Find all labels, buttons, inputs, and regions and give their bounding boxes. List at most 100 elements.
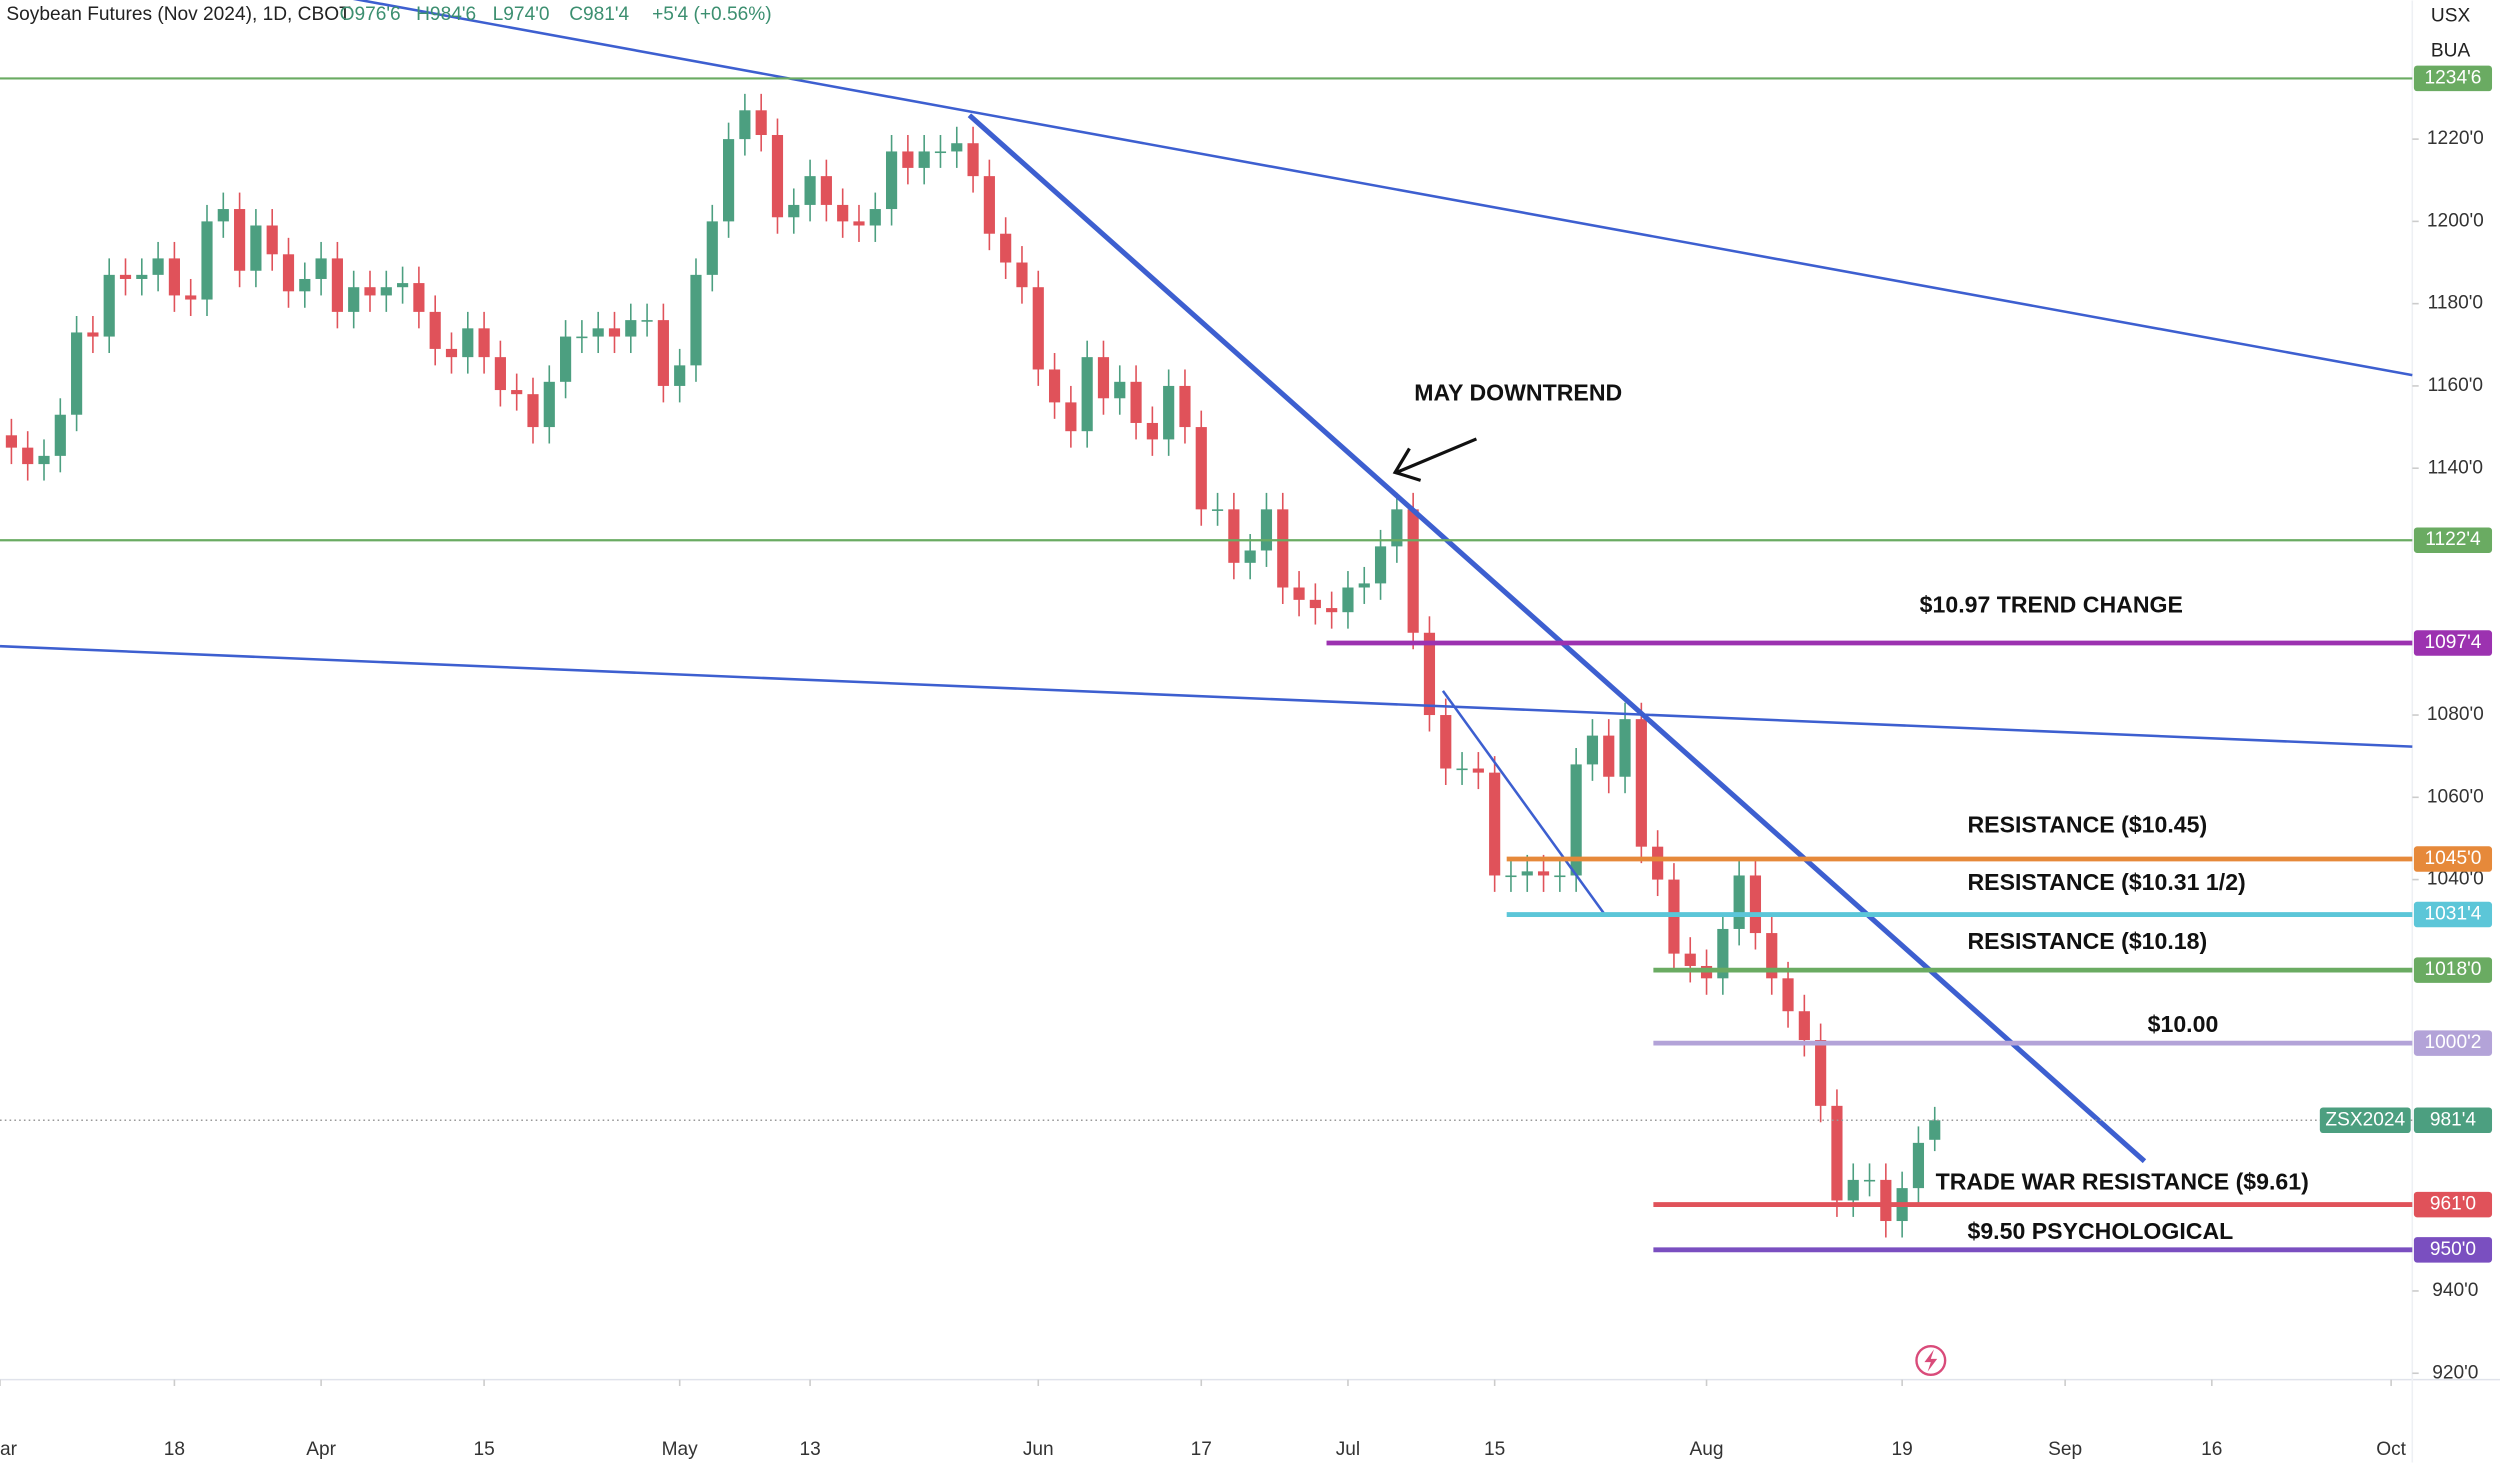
candle-body <box>771 134 784 218</box>
candle-body <box>71 332 83 415</box>
candle-body <box>625 320 637 337</box>
ohlc-value: C981'4 <box>569 4 629 25</box>
candle-body <box>266 225 278 255</box>
candle-body <box>217 209 229 222</box>
y-tick-label: 920'0 <box>2432 1362 2478 1383</box>
candle-body <box>282 254 295 292</box>
candle-body <box>234 209 246 271</box>
candle-body <box>364 287 376 296</box>
candle-body <box>967 143 979 177</box>
x-tick-label: Oct <box>2376 1439 2406 1460</box>
candle-body <box>1863 1179 1876 1182</box>
candle-body <box>168 258 180 296</box>
candle-body <box>1912 1142 1925 1189</box>
level-label: 1097'4 <box>2425 632 2482 653</box>
candle-body <box>1374 546 1387 584</box>
candle-body <box>804 176 816 205</box>
candle-body <box>1244 550 1256 563</box>
candle-body <box>511 390 523 395</box>
candle-body <box>1570 764 1582 876</box>
candle-body <box>38 455 50 465</box>
candle-body <box>869 209 881 226</box>
candle-body <box>87 332 99 337</box>
annotation: RESISTANCE ($10.31 1/2) <box>1967 869 2245 895</box>
candle-body <box>983 176 995 234</box>
candle-body <box>1749 875 1762 934</box>
candle-body <box>1146 422 1158 440</box>
trendline <box>967 113 2147 1164</box>
candle-body <box>1179 385 1191 428</box>
level-tag <box>2413 846 2493 872</box>
candle-body <box>250 225 262 271</box>
level-label: 1031'4 <box>2425 904 2482 925</box>
candle-body <box>853 221 865 226</box>
candle-body <box>462 328 474 358</box>
candle-body <box>674 365 686 386</box>
candle-body <box>1505 875 1517 878</box>
candle-body <box>723 139 735 222</box>
y-tick-label: 1060'0 <box>2427 786 2484 807</box>
trendline <box>0 644 2413 748</box>
x-tick-label: 16 <box>2201 1439 2222 1460</box>
candle-body <box>299 278 311 292</box>
x-tick-label: ar <box>0 1439 18 1460</box>
x-tick-label: Apr <box>306 1439 336 1460</box>
level-label: 1234'6 <box>2425 67 2482 88</box>
change: +5'4 (+0.56%) <box>652 4 772 25</box>
candle-body <box>1065 402 1077 432</box>
candle-body <box>885 151 898 210</box>
annotation: MAY DOWNTREND <box>1414 379 1622 405</box>
candle-body <box>1847 1179 1859 1201</box>
arrow <box>1392 437 1478 482</box>
candle-body <box>1456 768 1468 771</box>
candle-body <box>380 287 392 296</box>
y-tick-label: 1160'0 <box>2428 375 2483 396</box>
header-title: Soybean Futures (Nov 2024), 1D, CBOT <box>6 4 351 25</box>
candle-body <box>348 287 360 312</box>
candle-body <box>755 110 767 135</box>
y-tick-label: 1220'0 <box>2427 128 2484 149</box>
candle-body <box>657 320 669 386</box>
x-tick-label: Jul <box>1336 1439 1360 1460</box>
candle-body <box>902 151 914 168</box>
candle-body <box>608 328 621 337</box>
level-label: 961'0 <box>2430 1194 2476 1215</box>
x-tick-label: 19 <box>1891 1439 1912 1460</box>
level-tag <box>2413 1237 2493 1263</box>
candle-body <box>1000 233 1012 263</box>
x-tick-label: 13 <box>799 1439 820 1460</box>
annotation: $10.97 TREND CHANGE <box>1920 591 2183 617</box>
level-tag <box>2413 901 2493 928</box>
level-tag <box>2413 527 2493 553</box>
candle-body <box>185 295 197 300</box>
level-tag <box>2413 65 2493 92</box>
candle-body <box>576 336 588 339</box>
candle-body <box>103 274 115 337</box>
annotation: RESISTANCE ($10.45) <box>1967 811 2207 837</box>
candle-body <box>1489 772 1501 876</box>
y-tick-label: 1180'0 <box>2428 293 2483 314</box>
candle-body <box>1521 871 1533 876</box>
x-tick-label: Aug <box>1690 1439 1724 1460</box>
candle-body <box>54 414 66 456</box>
candle-body <box>1032 287 1044 370</box>
candle-body <box>1130 381 1142 423</box>
candle-body <box>837 204 849 222</box>
annotation: TRADE WAR RESISTANCE ($9.61) <box>1936 1169 2309 1195</box>
candle-body <box>934 151 947 154</box>
level-label: 1018'0 <box>2425 959 2482 980</box>
candle-body <box>22 447 34 465</box>
level-tag <box>2413 1191 2493 1218</box>
candle-body <box>1391 509 1403 547</box>
x-tick-label: 15 <box>473 1439 494 1460</box>
candle-body <box>1798 1011 1810 1041</box>
candle-body <box>1652 846 1664 880</box>
y-tick-label: 1080'0 <box>2427 704 2484 725</box>
x-tick-label: Sep <box>2048 1439 2082 1460</box>
y-tick-label: 940'0 <box>2432 1280 2478 1301</box>
candle-body <box>1472 768 1484 773</box>
level-label: 1045'0 <box>2425 848 2482 869</box>
level-label: 950'0 <box>2430 1239 2476 1260</box>
candle-body <box>1440 715 1452 769</box>
